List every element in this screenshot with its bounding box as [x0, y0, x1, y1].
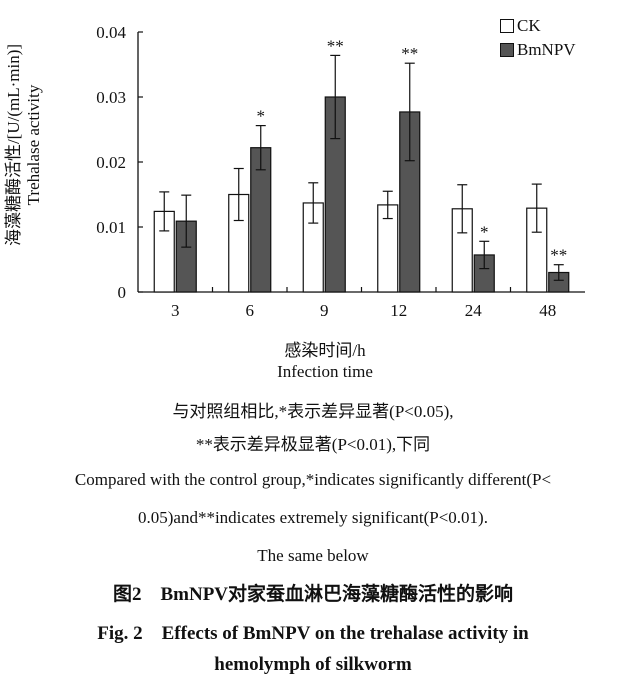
significance-mark: ** [550, 246, 567, 265]
significance-mark: * [257, 107, 266, 126]
x-axis-label-en: Infection time [277, 362, 373, 381]
chart-ticks: 0 0.01 0.02 0.03 0.04 3 6 9 12 24 48 [96, 23, 556, 320]
legend-swatch-bmnpv [500, 43, 514, 57]
y-tick-label: 0.02 [96, 153, 126, 172]
legend-item-ck: CK [500, 14, 576, 38]
significance-mark: ** [327, 36, 344, 55]
figure-caption-en-1: Fig. 2 Effects of BmNPV on the trehalase… [97, 623, 529, 644]
x-tick-label: 3 [171, 301, 180, 320]
chart-axes [137, 32, 585, 293]
y-axis-label-cn: 海藻糖酶活性/[U/(mL·min)] [4, 43, 23, 247]
note-line-1: 与对照组相比,*表示差异显著(P<0.05), [172, 402, 454, 421]
legend-swatch-ck [500, 19, 514, 33]
x-tick-label: 48 [539, 301, 556, 320]
note-line-2: **表示差异极显著(P<0.01),下同 [195, 435, 431, 454]
bar-chart: *** ***** 00.010.020.030.043 6 9 12 24 48 [96, 23, 585, 320]
y-tick-label: 0.03 [96, 88, 126, 107]
significance-mark: ** [401, 44, 418, 63]
y-axis-label-en: Trehalase activity [24, 84, 43, 206]
note-line-4: 0.05)and**indicates extremely significan… [138, 508, 488, 527]
figure-caption-cn: 图2 BmNPV对家蚕血淋巴海藻糖酶活性的影响 [112, 584, 514, 605]
x-tick-label: 24 [465, 301, 483, 320]
chart-legend: CK BmNPV [500, 14, 576, 62]
note-line-5: The same below [257, 546, 369, 565]
significance-mark: * [480, 222, 489, 241]
note-line-3: Compared with the control group,*indicat… [74, 470, 552, 489]
legend-item-bmnpv: BmNPV [500, 38, 576, 62]
x-tick-label: 9 [320, 301, 329, 320]
y-axis-label: 海藻糖酶活性/[U/(mL·min)] Trehalase activity [4, 0, 68, 290]
legend-label-ck: CK [517, 16, 541, 35]
x-tick-label: 6 [246, 301, 255, 320]
x-axis-label-cn: 感染时间/h [284, 341, 366, 360]
y-tick-label: 0.04 [96, 23, 126, 42]
x-tick-label: 12 [390, 301, 407, 320]
chart-bars: *** ***** [153, 36, 570, 293]
legend-label-bmnpv: BmNPV [517, 40, 576, 59]
y-tick-label: 0.01 [96, 218, 126, 237]
y-tick-label: 0 [118, 283, 127, 302]
figure-caption-en-2: hemolymph of silkworm [214, 654, 412, 675]
